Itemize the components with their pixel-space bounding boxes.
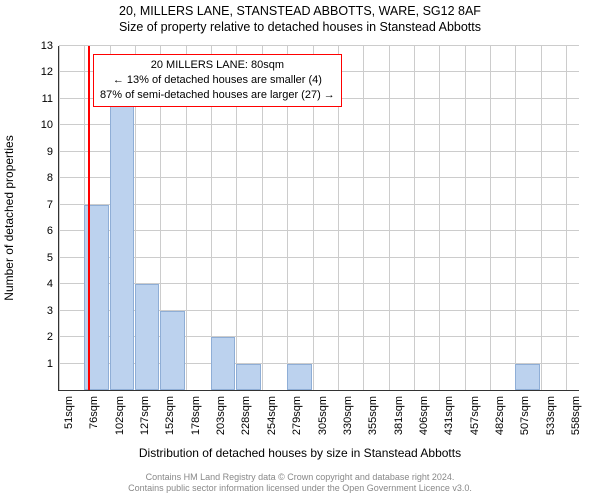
- y-tick-label: 8: [47, 172, 53, 184]
- gridline-vertical: [439, 46, 440, 390]
- gridline-vertical: [515, 46, 516, 390]
- x-tick-label: 305sqm: [317, 396, 329, 435]
- x-tick-label: 330sqm: [342, 396, 354, 435]
- gridline-vertical: [490, 46, 491, 390]
- property-marker-line: [88, 46, 90, 390]
- histogram-bar: [287, 364, 312, 390]
- gridline-vertical: [389, 46, 390, 390]
- infobox-line: 87% of semi-detached houses are larger (…: [100, 88, 335, 103]
- y-tick-label: 12: [41, 66, 53, 78]
- gridline-vertical: [566, 46, 567, 390]
- y-tick-label: 7: [47, 199, 53, 211]
- y-tick-label: 6: [47, 225, 53, 237]
- x-tick-label: 228sqm: [240, 396, 252, 435]
- infobox-line: 20 MILLERS LANE: 80sqm: [100, 58, 335, 73]
- gridline-vertical: [465, 46, 466, 390]
- x-tick-label: 457sqm: [469, 396, 481, 435]
- gridline-horizontal: [59, 257, 579, 258]
- footer-line-2: Contains public sector information licen…: [0, 483, 600, 494]
- x-tick-label: 482sqm: [494, 396, 506, 435]
- y-tick-label: 10: [41, 119, 53, 131]
- page-subtitle: Size of property relative to detached ho…: [0, 20, 600, 36]
- x-tick-label: 178sqm: [190, 396, 202, 435]
- y-tick-label: 4: [47, 278, 53, 290]
- gridline-vertical: [59, 46, 60, 390]
- x-tick-label: 279sqm: [291, 396, 303, 435]
- x-tick-label: 431sqm: [443, 396, 455, 435]
- x-tick-label: 355sqm: [367, 396, 379, 435]
- plot-area: 1234567891011121351sqm76sqm102sqm127sqm1…: [58, 46, 579, 391]
- y-axis-label: Number of detached properties: [2, 135, 16, 300]
- infobox: 20 MILLERS LANE: 80sqm← 13% of detached …: [93, 54, 342, 107]
- y-tick-label: 5: [47, 252, 53, 264]
- histogram-bar: [236, 364, 261, 390]
- x-tick-label: 127sqm: [139, 396, 151, 435]
- gridline-horizontal: [59, 177, 579, 178]
- gridline-horizontal: [59, 204, 579, 205]
- page-title: 20, MILLERS LANE, STANSTEAD ABBOTTS, WAR…: [0, 0, 600, 20]
- x-tick-label: 203sqm: [215, 396, 227, 435]
- y-tick-label: 13: [41, 40, 53, 52]
- y-tick-label: 3: [47, 305, 53, 317]
- histogram-bar: [160, 311, 185, 390]
- x-axis-label: Distribution of detached houses by size …: [0, 446, 600, 460]
- x-tick-label: 254sqm: [266, 396, 278, 435]
- chart-container: 20, MILLERS LANE, STANSTEAD ABBOTTS, WAR…: [0, 0, 600, 500]
- x-tick-label: 76sqm: [88, 396, 100, 429]
- footer-attribution: Contains HM Land Registry data © Crown c…: [0, 472, 600, 495]
- histogram-bar: [211, 337, 235, 390]
- y-tick-label: 9: [47, 146, 53, 158]
- x-tick-label: 507sqm: [519, 396, 531, 435]
- y-tick-label: 2: [47, 331, 53, 343]
- histogram-bar: [135, 284, 159, 390]
- x-tick-label: 102sqm: [114, 396, 126, 435]
- gridline-vertical: [363, 46, 364, 390]
- footer-line-1: Contains HM Land Registry data © Crown c…: [0, 472, 600, 483]
- infobox-line: ← 13% of detached houses are smaller (4): [100, 73, 335, 88]
- gridline-horizontal: [59, 45, 579, 46]
- x-tick-label: 406sqm: [418, 396, 430, 435]
- x-tick-label: 558sqm: [570, 396, 582, 435]
- histogram-bar: [515, 364, 540, 390]
- y-tick-label: 11: [42, 93, 53, 105]
- gridline-horizontal: [59, 151, 579, 152]
- gridline-vertical: [541, 46, 542, 390]
- x-tick-label: 381sqm: [393, 396, 405, 435]
- x-tick-label: 533sqm: [545, 396, 557, 435]
- histogram-bar: [110, 99, 134, 390]
- gridline-horizontal: [59, 230, 579, 231]
- gridline-vertical: [414, 46, 415, 390]
- x-tick-label: 152sqm: [164, 396, 176, 435]
- x-tick-label: 51sqm: [63, 396, 75, 429]
- y-tick-label: 1: [47, 358, 53, 370]
- gridline-horizontal: [59, 124, 579, 125]
